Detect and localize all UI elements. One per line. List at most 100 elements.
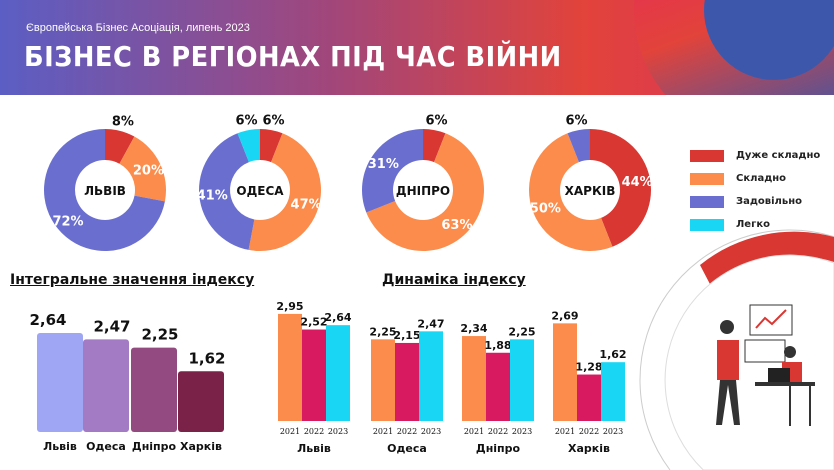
person-icon xyxy=(720,320,734,334)
donut-slice xyxy=(590,129,652,247)
bar-value-label: 2,64 xyxy=(29,311,66,329)
legend-swatch xyxy=(690,149,724,162)
legend-swatch xyxy=(690,172,724,185)
integral-bar xyxy=(178,371,224,432)
legend-item: Дуже складно xyxy=(690,144,820,167)
bar-value-label: 1,62 xyxy=(188,349,225,367)
category-label: Дніпро xyxy=(132,440,177,453)
donut-slice xyxy=(366,133,484,251)
donut-label: 6% xyxy=(235,113,257,128)
dynamics-bar xyxy=(510,339,534,421)
dynamics-bar xyxy=(326,325,350,421)
year-label: 2022 xyxy=(397,427,417,436)
laptop-icon xyxy=(768,368,790,382)
chart-board-icon xyxy=(749,304,793,336)
year-label: 2023 xyxy=(328,427,348,436)
integral-bar xyxy=(131,347,177,432)
donut-center-label: ЛЬВІВ xyxy=(84,184,126,198)
donut-label: 44% xyxy=(622,175,653,190)
legend-swatch xyxy=(690,218,724,231)
bar-value-label: 2,25 xyxy=(141,326,178,344)
bar-value-label: 2,25 xyxy=(508,325,535,338)
bar-value-label: 2,25 xyxy=(369,325,396,338)
donut-slice xyxy=(529,133,613,251)
donut-label: 6% xyxy=(262,113,284,128)
category-label: Харків xyxy=(568,442,610,455)
category-label: Одеса xyxy=(387,442,427,455)
category-label: Харків xyxy=(180,440,222,453)
header-banner: Європейська Бізнес Асоціація, липень 202… xyxy=(0,0,834,95)
donut-label: 63% xyxy=(441,218,472,233)
donut-slice xyxy=(237,129,260,163)
illustration-circle xyxy=(664,254,834,470)
year-label: 2022 xyxy=(579,427,599,436)
integral-bar xyxy=(37,333,83,432)
bar-value-label: 2,52 xyxy=(300,316,327,329)
donut-center-label: ДНІПРО xyxy=(396,184,450,198)
page-title: БІЗНЕС В РЕГІОНАХ ПІД ЧАС ВІЙНИ xyxy=(24,40,562,73)
category-label: Одеса xyxy=(86,440,126,453)
bar-value-label: 2,47 xyxy=(417,317,444,330)
bar-value-label: 2,15 xyxy=(393,329,420,342)
dynamics-title: Динаміка індексу xyxy=(382,272,526,288)
bar-value-label: 2,95 xyxy=(276,300,303,313)
category-label: Дніпро xyxy=(476,442,521,455)
category-label: Львів xyxy=(297,442,331,455)
bar-value-label: 1,62 xyxy=(599,348,626,361)
legend: Дуже складно Складно Задовільно Легко xyxy=(690,144,820,236)
donut-label: 6% xyxy=(425,113,447,128)
donut-label: 50% xyxy=(530,202,561,217)
donut-label: 6% xyxy=(565,113,587,128)
year-label: 2021 xyxy=(464,427,484,436)
legend-item: Задовільно xyxy=(690,190,820,213)
donut-slice xyxy=(362,129,423,213)
bar-value-label: 2,64 xyxy=(324,311,351,324)
chart-line-icon xyxy=(755,309,787,329)
legend-label: Легко xyxy=(736,219,770,230)
donut-label: 8% xyxy=(112,114,134,129)
legend-item: Легко xyxy=(690,213,820,236)
donut-slice xyxy=(105,129,135,164)
dynamics-bar xyxy=(577,374,601,421)
chart-board-icon xyxy=(744,339,786,363)
donut-slice xyxy=(423,129,446,163)
legend-label: Дуже складно xyxy=(736,150,821,161)
donut-slice xyxy=(567,129,590,163)
dynamics-bar xyxy=(395,342,419,421)
bar-value-label: 1,28 xyxy=(575,361,602,374)
integral-title: Інтегральне значення індексу xyxy=(10,272,255,288)
legend-swatch xyxy=(690,195,724,208)
donut-slice xyxy=(44,129,165,251)
year-label: 2022 xyxy=(488,427,508,436)
legend-item: Складно xyxy=(690,167,820,190)
donut-slice xyxy=(248,133,321,251)
donut-label: 20% xyxy=(133,164,164,179)
bar-value-label: 2,34 xyxy=(460,322,487,335)
category-label: Львів xyxy=(43,440,77,453)
illustration-arc xyxy=(700,231,834,288)
dynamics-bar xyxy=(486,352,510,421)
person-icon xyxy=(717,340,739,380)
legend-label: Задовільно xyxy=(736,196,802,207)
year-label: 2021 xyxy=(373,427,393,436)
person-icon xyxy=(784,346,796,358)
donut-label: 41% xyxy=(197,189,228,204)
bar-value-label: 2,69 xyxy=(551,309,578,322)
integral-bar xyxy=(83,339,129,432)
year-label: 2023 xyxy=(421,427,441,436)
illustration-circle xyxy=(639,229,834,470)
donut-center-label: ОДЕСА xyxy=(236,184,284,198)
year-label: 2023 xyxy=(603,427,623,436)
donut-label: 47% xyxy=(291,197,322,212)
year-label: 2023 xyxy=(512,427,532,436)
donut-label: 31% xyxy=(368,157,399,172)
dynamics-bar xyxy=(601,362,625,421)
person-icon xyxy=(716,380,740,425)
dynamics-bar xyxy=(302,329,326,421)
bar-value-label: 1,88 xyxy=(484,339,511,352)
dynamics-bar xyxy=(278,313,302,421)
dynamics-bar xyxy=(371,339,395,421)
dynamics-bar xyxy=(462,336,486,421)
subtitle: Європейська Бізнес Асоціація, липень 202… xyxy=(26,22,250,34)
